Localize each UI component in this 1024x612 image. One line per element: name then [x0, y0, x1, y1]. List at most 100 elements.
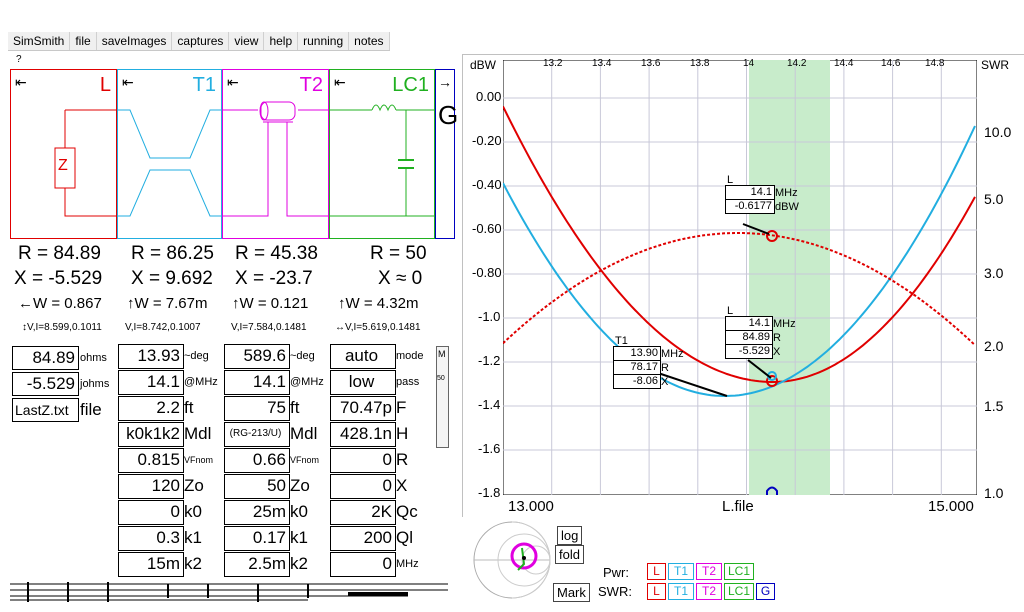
lc1-ql-input[interactable]: 200 [330, 526, 396, 551]
smith-chart[interactable] [470, 518, 554, 602]
legend-pwr-l[interactable]: L [647, 563, 666, 580]
t2-deg-input[interactable]: 589.6 [224, 344, 290, 369]
t2-k1-input[interactable]: 0.17 [224, 526, 290, 551]
help-mark[interactable]: ? [16, 54, 22, 65]
element-t2[interactable]: ⇤ T2 [222, 69, 330, 239]
t2-length-input[interactable]: 75 [224, 396, 290, 421]
load-file-unit: file [80, 400, 102, 419]
lc1-cap-input[interactable]: 70.47p [330, 396, 396, 421]
element-l[interactable]: ⇤ L Z [10, 69, 118, 239]
t1-panel: 13.93 ~deg 14.1 @MHz 2.2 ft k0k1k2 Mdl 0.815… [118, 344, 228, 578]
t1-k2-unit: k2 [184, 554, 202, 573]
top-tick: 14.8 [925, 58, 945, 69]
legend-swr-g[interactable]: G [756, 583, 775, 600]
t2-zo-unit: Zo [290, 476, 310, 495]
swr-tick: 1.0 [984, 485, 1004, 501]
element-g[interactable]: → G [435, 69, 458, 239]
menu-notes[interactable]: notes [349, 32, 390, 50]
legend-swr-lc1[interactable]: LC1 [724, 583, 754, 600]
tooltip-value: 13.90 [614, 347, 660, 361]
menu-file[interactable]: file [70, 32, 97, 50]
top-tick: 14.2 [787, 58, 807, 69]
t1-k1-input[interactable]: 0.3 [118, 526, 184, 551]
g-side-strip[interactable]: M 50 [436, 346, 449, 448]
element-t1-title: T1 [192, 74, 216, 96]
side-mark-50: 50 [437, 375, 445, 382]
readout-lc1-x: X ≈ 0 [378, 268, 423, 289]
t1-k0-input[interactable]: 0 [118, 500, 184, 525]
menu-simsmith[interactable]: SimSmith [8, 32, 71, 50]
t2-k0-input[interactable]: 25m [224, 500, 290, 525]
pwr-legend-label: Pwr: [603, 565, 629, 580]
load-r-input[interactable]: 84.89 [12, 346, 79, 370]
readout-l-r: R = 84.89 [18, 243, 101, 264]
readout-t1-x: X = 9.692 [131, 268, 213, 289]
lc1-ind-input[interactable]: 428.1n [330, 422, 396, 447]
lc1-freq-unit: MHz [396, 558, 419, 570]
lc1-r-unit: R [396, 450, 409, 469]
lc1-ql-unit: Ql [396, 528, 413, 547]
tooltip-title: L [727, 305, 734, 317]
t1-vf-input[interactable]: 0.815 [118, 448, 184, 473]
menu-saveimages[interactable]: saveImages [97, 32, 173, 50]
menu-view[interactable]: view [229, 32, 265, 50]
log-button[interactable]: log [557, 526, 583, 545]
lc1-freq-input[interactable]: 0 [330, 552, 396, 577]
top-tick: 14.4 [834, 58, 854, 69]
lc1-x-input[interactable]: 0 [330, 474, 396, 499]
lc1-mode-select[interactable]: auto [330, 344, 396, 369]
fold-button[interactable]: fold [555, 545, 584, 564]
legend-swr-l[interactable]: L [647, 583, 666, 600]
legend-swr-t2[interactable]: T2 [696, 583, 722, 600]
readout-lc1-r: R = 50 [370, 243, 427, 264]
marker-l-swr[interactable] [766, 375, 778, 387]
readout-t2-x: X = -23.7 [235, 268, 313, 289]
z-symbol: Z [58, 157, 68, 174]
swr-tick: 2.0 [984, 338, 1004, 354]
readout-t1-vi: V,I=8.742,0.1007 [125, 322, 201, 333]
t1-length-input[interactable]: 2.2 [118, 396, 184, 421]
readout-t2-vi: V,I=7.584,0.1481 [231, 322, 307, 333]
legend-pwr-lc1[interactable]: LC1 [724, 563, 754, 580]
element-lc1[interactable]: ⇤ LC1 [329, 69, 436, 239]
arrow-icon: → [438, 74, 452, 90]
load-x-input[interactable]: -5.529 [12, 372, 79, 396]
lc1-r-input[interactable]: 0 [330, 448, 396, 473]
t2-zo-input[interactable]: 50 [224, 474, 290, 499]
tooltip-unit: X [773, 346, 781, 358]
t2-k2-input[interactable]: 2.5m [224, 552, 290, 577]
y-tick: -1.2 [478, 353, 501, 368]
t1-deg-input[interactable]: 13.93 [118, 344, 184, 369]
x-axis-label: L.file [722, 498, 754, 515]
t1-zo-input[interactable]: 120 [118, 474, 184, 499]
t2-model-select[interactable]: (RG-213/U) [224, 422, 290, 447]
t1-model-select[interactable]: k0k1k2 [118, 422, 184, 447]
lc1-pass-unit: pass [396, 376, 420, 388]
lc1-qc-input[interactable]: 2K [330, 500, 396, 525]
tooltip-title: L [727, 174, 734, 186]
readout-t1-r: R = 86.25 [131, 243, 214, 264]
t2-k2-unit: k2 [290, 554, 308, 573]
menu-captures[interactable]: captures [172, 32, 230, 50]
mark-button[interactable]: Mark [553, 583, 590, 602]
marker-l-pwr[interactable] [766, 230, 778, 242]
element-t1[interactable]: ⇤ T1 [117, 69, 223, 239]
legend-swr-t1[interactable]: T1 [668, 583, 694, 600]
legend-pwr-t1[interactable]: T1 [668, 563, 694, 580]
timeline-strip[interactable] [8, 578, 458, 604]
t2-panel: 589.6 ~deg 14.1 @MHz 75 ft (RG-213/U) Mdl 0.… [224, 344, 334, 578]
tooltip-unit: R [661, 362, 669, 374]
t2-vf-input[interactable]: 0.66 [224, 448, 290, 473]
menu-help[interactable]: help [264, 32, 299, 50]
t1-mhz-input[interactable]: 14.1 [118, 370, 184, 395]
arrow-icon: ⇤ [227, 74, 239, 90]
lc1-pass-select[interactable]: low [330, 370, 396, 395]
chart-y-unit: dBW [470, 58, 497, 72]
legend-pwr-t2[interactable]: T2 [696, 563, 722, 580]
menu-running[interactable]: running [298, 32, 350, 50]
t1-k2-input[interactable]: 15m [118, 552, 184, 577]
t2-mhz-input[interactable]: 14.1 [224, 370, 290, 395]
load-file-input[interactable]: LastZ.txt [12, 398, 79, 422]
chart-plot[interactable] [503, 60, 977, 495]
load-x-unit: johms [80, 378, 110, 390]
